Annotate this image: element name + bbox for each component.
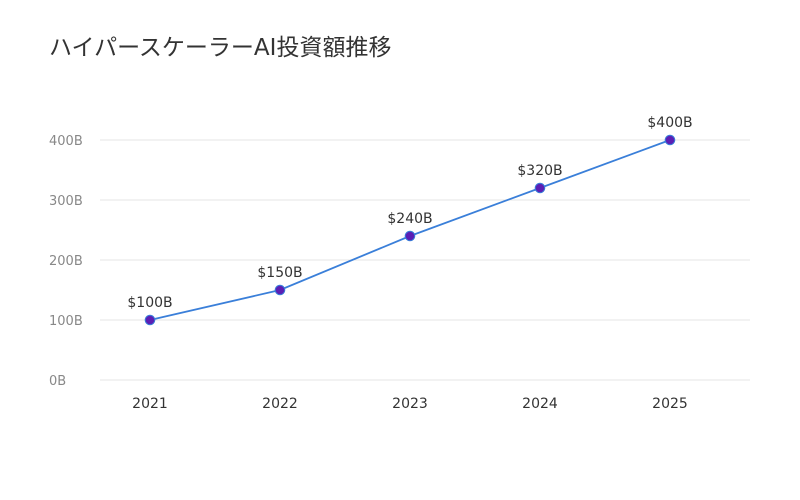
data-label: $400B [647,115,692,131]
series-line [149,139,671,321]
x-tick-label: 2024 [522,396,558,412]
chart-title: ハイパースケーラーAI投資額推移 [49,35,392,61]
y-tick-label: 300B [49,194,83,209]
data-label: $320B [517,163,562,179]
data-label: $240B [387,211,432,227]
x-tick-label: 2021 [132,396,168,412]
data-point [664,134,676,146]
y-tick-label: 400B [49,134,83,149]
y-tick-label: 100B [49,314,83,329]
data-point [144,314,156,326]
data-label: $150B [257,265,302,281]
y-tick-label: 0B [49,374,66,389]
x-tick-label: 2023 [392,396,428,412]
data-point [534,182,546,194]
y-tick-label: 200B [49,254,83,269]
x-tick-label: 2022 [262,396,298,412]
data-point [274,284,286,296]
x-tick-label: 2025 [652,396,688,412]
data-point [404,230,416,242]
data-label: $100B [127,295,172,311]
